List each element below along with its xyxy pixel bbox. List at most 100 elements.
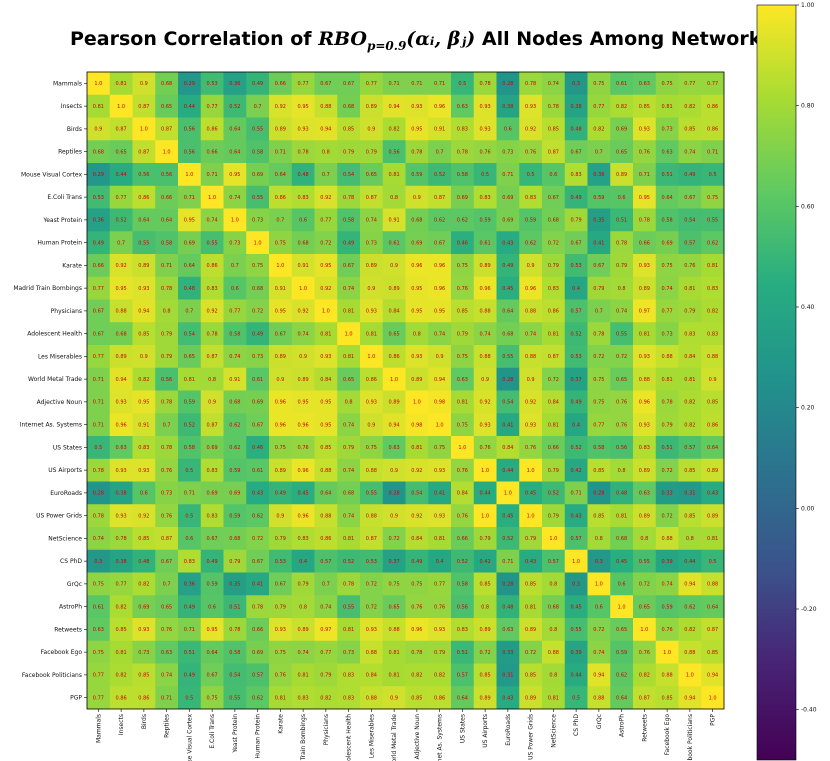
heatmap-cell (360, 618, 384, 642)
cell-value-label: 0.83 (298, 695, 309, 701)
heatmap-cell (451, 367, 475, 391)
cell-value-label: 0.72 (252, 309, 263, 315)
cell-value-label: 0.71 (161, 263, 172, 269)
cell-value-label: 0.71 (207, 172, 218, 178)
cell-value-label: 0.81 (707, 263, 718, 269)
cell-value-label: 0.81 (298, 673, 309, 679)
heatmap-cell (610, 436, 634, 460)
heatmap-cell (291, 345, 315, 369)
heatmap-cell (473, 458, 497, 482)
heatmap-cell (701, 640, 725, 664)
heatmap-cell (314, 436, 338, 460)
heatmap-cell (655, 322, 679, 346)
cell-value-label: 0.8 (208, 377, 216, 383)
cell-value-label: 0.78 (93, 513, 104, 519)
heatmap-cell (633, 322, 657, 346)
heatmap-cell (473, 549, 497, 573)
cell-value-label: 0.58 (457, 172, 468, 178)
heatmap-cell (428, 208, 452, 232)
heatmap-cell (314, 390, 338, 414)
cell-value-label: 1.0 (686, 673, 694, 679)
heatmap-cell (132, 117, 156, 141)
heatmap-cell (291, 413, 315, 437)
cell-value-label: 0.93 (116, 513, 127, 519)
heatmap-cell (542, 640, 566, 664)
heatmap-cell (542, 72, 566, 96)
heatmap-cell (109, 390, 133, 414)
heatmap-cell (564, 595, 588, 619)
cell-value-label: 0.79 (571, 218, 582, 224)
heatmap-cell (337, 163, 361, 187)
heatmap-cell (587, 390, 611, 414)
cell-value-label: 0.73 (662, 331, 673, 337)
cell-value-label: 0.94 (116, 377, 127, 383)
cell-value-label: 0.6 (140, 491, 148, 497)
heatmap-cell (223, 140, 247, 164)
cell-value-label: 0.67 (275, 582, 286, 588)
cell-value-label: 0.83 (184, 559, 195, 565)
heatmap-cell (314, 231, 338, 255)
cell-value-label: 0.93 (138, 468, 149, 474)
cell-value-label: 0.43 (571, 513, 582, 519)
cell-value-label: 0.78 (229, 627, 240, 633)
row-label: Yeast Protein (42, 217, 82, 224)
cell-value-label: 0.93 (639, 354, 650, 360)
cell-value-label: 0.78 (525, 81, 536, 87)
heatmap-cell (200, 231, 224, 255)
cell-value-label: 0.8 (163, 309, 171, 315)
heatmap-cell (200, 640, 224, 664)
cell-value-label: 0.95 (411, 127, 422, 133)
cell-value-label: 1.0 (663, 650, 671, 656)
cell-value-label: 0.68 (616, 536, 627, 542)
cell-value-label: 0.9 (436, 354, 444, 360)
cell-value-label: 0.91 (389, 218, 400, 224)
cell-value-label: 0.73 (343, 650, 354, 656)
heatmap-cell (223, 413, 247, 437)
heatmap-cell (155, 276, 179, 300)
heatmap-cell (291, 549, 315, 573)
cell-value-label: 0.9 (390, 513, 398, 519)
cell-value-label: 0.75 (662, 263, 673, 269)
heatmap-cell (132, 140, 156, 164)
heatmap-cell (155, 322, 179, 346)
cell-value-label: 0.73 (161, 491, 172, 497)
cell-value-label: 0.75 (662, 81, 673, 87)
cell-value-label: 0.94 (138, 309, 149, 315)
heatmap-cell (678, 345, 702, 369)
cell-value-label: 0.88 (593, 695, 604, 701)
cell-value-label: 0.81 (457, 400, 468, 406)
cell-value-label: 0.66 (457, 536, 468, 542)
heatmap-cell (246, 436, 270, 460)
heatmap-cell (200, 504, 224, 528)
heatmap-cell (451, 231, 475, 255)
column-label: Facebook Ego (664, 714, 671, 756)
cell-value-label: 0.97 (639, 309, 650, 315)
heatmap-cell (587, 504, 611, 528)
heatmap-cell (200, 322, 224, 346)
heatmap-cell (291, 527, 315, 551)
heatmap-cell (87, 208, 111, 232)
cell-value-label: 0.96 (480, 286, 491, 292)
cell-value-label: 0.56 (184, 127, 195, 133)
heatmap-cell (678, 117, 702, 141)
heatmap-cell (405, 140, 429, 164)
cell-value-label: 0.92 (207, 309, 218, 315)
heatmap-cell (246, 572, 270, 596)
cell-value-label: 0.86 (207, 127, 218, 133)
column-label: Internet As. Systems (437, 714, 444, 761)
heatmap-cell (405, 163, 429, 187)
cell-value-label: 0.93 (366, 309, 377, 315)
heatmap-cell (223, 527, 247, 551)
cell-value-label: 0.86 (138, 195, 149, 201)
cell-value-label: 0.72 (366, 604, 377, 610)
heatmap-cell (564, 481, 588, 505)
cell-value-label: 0.57 (684, 240, 695, 246)
heatmap-cell (337, 94, 361, 118)
colorbar-tick-label: 1.00 (801, 2, 815, 9)
heatmap-cell (360, 413, 384, 437)
cell-value-label: 0.77 (93, 286, 104, 292)
heatmap-cell (519, 595, 543, 619)
heatmap-cell (610, 72, 634, 96)
cell-value-label: 0.96 (411, 263, 422, 269)
heatmap-cell (382, 686, 406, 710)
